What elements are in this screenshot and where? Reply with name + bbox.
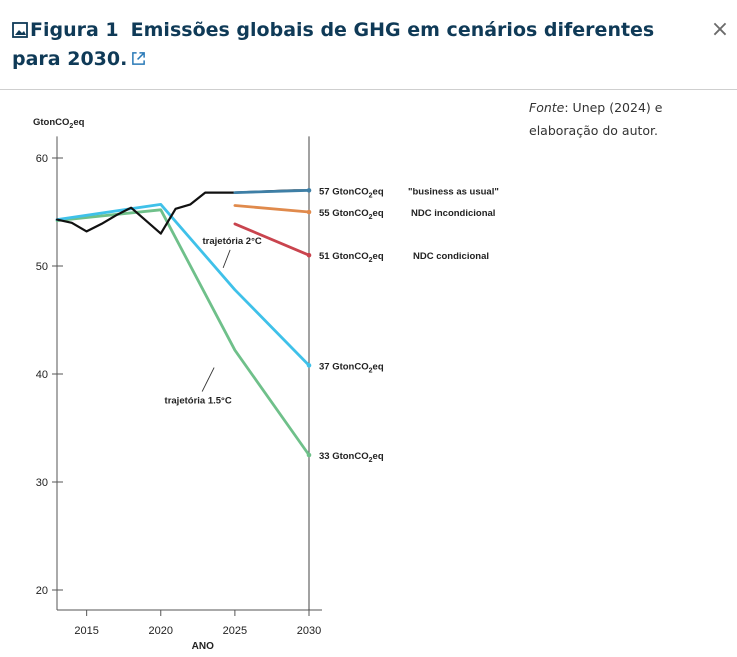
x-tick-label-2025: 2025 xyxy=(223,625,247,637)
y-tick-label-40: 40 xyxy=(36,369,48,381)
x-tick-label-2020: 2020 xyxy=(149,625,173,637)
end-label-path_15c: 33 GtonCO2eq xyxy=(319,451,384,464)
y-axis-label: GtonCO2eq xyxy=(33,117,85,130)
end-point-ndc_unconditional xyxy=(306,209,312,215)
figure-header: Figura 1 Emissões globais de GHG em cenár… xyxy=(0,0,737,89)
scenario-label-ndc_conditional: NDC condicional xyxy=(413,251,489,262)
series-line-historical xyxy=(55,189,311,235)
y-tick-label-30: 30 xyxy=(36,477,48,489)
external-link-icon[interactable] xyxy=(131,51,146,66)
leader-line-path_2c xyxy=(222,249,231,269)
y-tick-label-20: 20 xyxy=(36,585,48,597)
y-tick-label-50: 50 xyxy=(36,261,48,273)
figure-label: Figura 1 xyxy=(30,19,119,41)
close-icon: × xyxy=(710,17,730,42)
annotation-path_15c: trajetória 1.5°C xyxy=(165,396,232,407)
x-tick-label-2030: 2030 xyxy=(297,625,321,637)
series-line-ndc_conditional xyxy=(233,222,311,257)
figure-source: Fonte: Unep (2024) e elaboração do autor… xyxy=(529,96,734,142)
series-line-ndc_unconditional xyxy=(233,204,311,214)
end-point-bau xyxy=(306,188,312,193)
end-label-ndc_unconditional: 55 GtonCO2eq xyxy=(319,208,384,221)
end-label-ndc_conditional: 51 GtonCO2eq xyxy=(319,251,384,264)
x-axis-label: ANO xyxy=(192,641,214,652)
end-label-bau: 57 GtonCO2eq xyxy=(319,186,384,199)
figure-title: Figura 1 Emissões globais de GHG em cenár… xyxy=(12,16,672,74)
image-icon xyxy=(12,22,28,38)
source-text: : Unep (2024) e elaboração do autor. xyxy=(529,100,663,138)
close-button[interactable]: × xyxy=(710,18,730,42)
divider xyxy=(0,89,737,90)
scenario-label-ndc_unconditional: NDC incondicional xyxy=(411,208,495,219)
scenario-label-bau: "business as usual" xyxy=(408,186,499,197)
figure-caption: Emissões globais de GHG em cenários dife… xyxy=(12,19,655,70)
source-label: Fonte xyxy=(529,100,565,115)
leader-line-path_15c xyxy=(201,367,215,392)
end-point-path_2c xyxy=(306,363,312,368)
annotation-path_2c: trajetória 2°C xyxy=(203,236,262,247)
y-tick-label-60: 60 xyxy=(36,153,48,165)
series-line-path_15c xyxy=(55,208,311,457)
series-line-path_2c xyxy=(55,203,311,367)
x-tick-label-2015: 2015 xyxy=(74,625,98,637)
series-line-bau xyxy=(233,189,311,194)
end-point-path_15c xyxy=(306,452,312,458)
end-point-ndc_conditional xyxy=(306,252,312,258)
end-label-path_2c: 37 GtonCO2eq xyxy=(319,361,384,374)
